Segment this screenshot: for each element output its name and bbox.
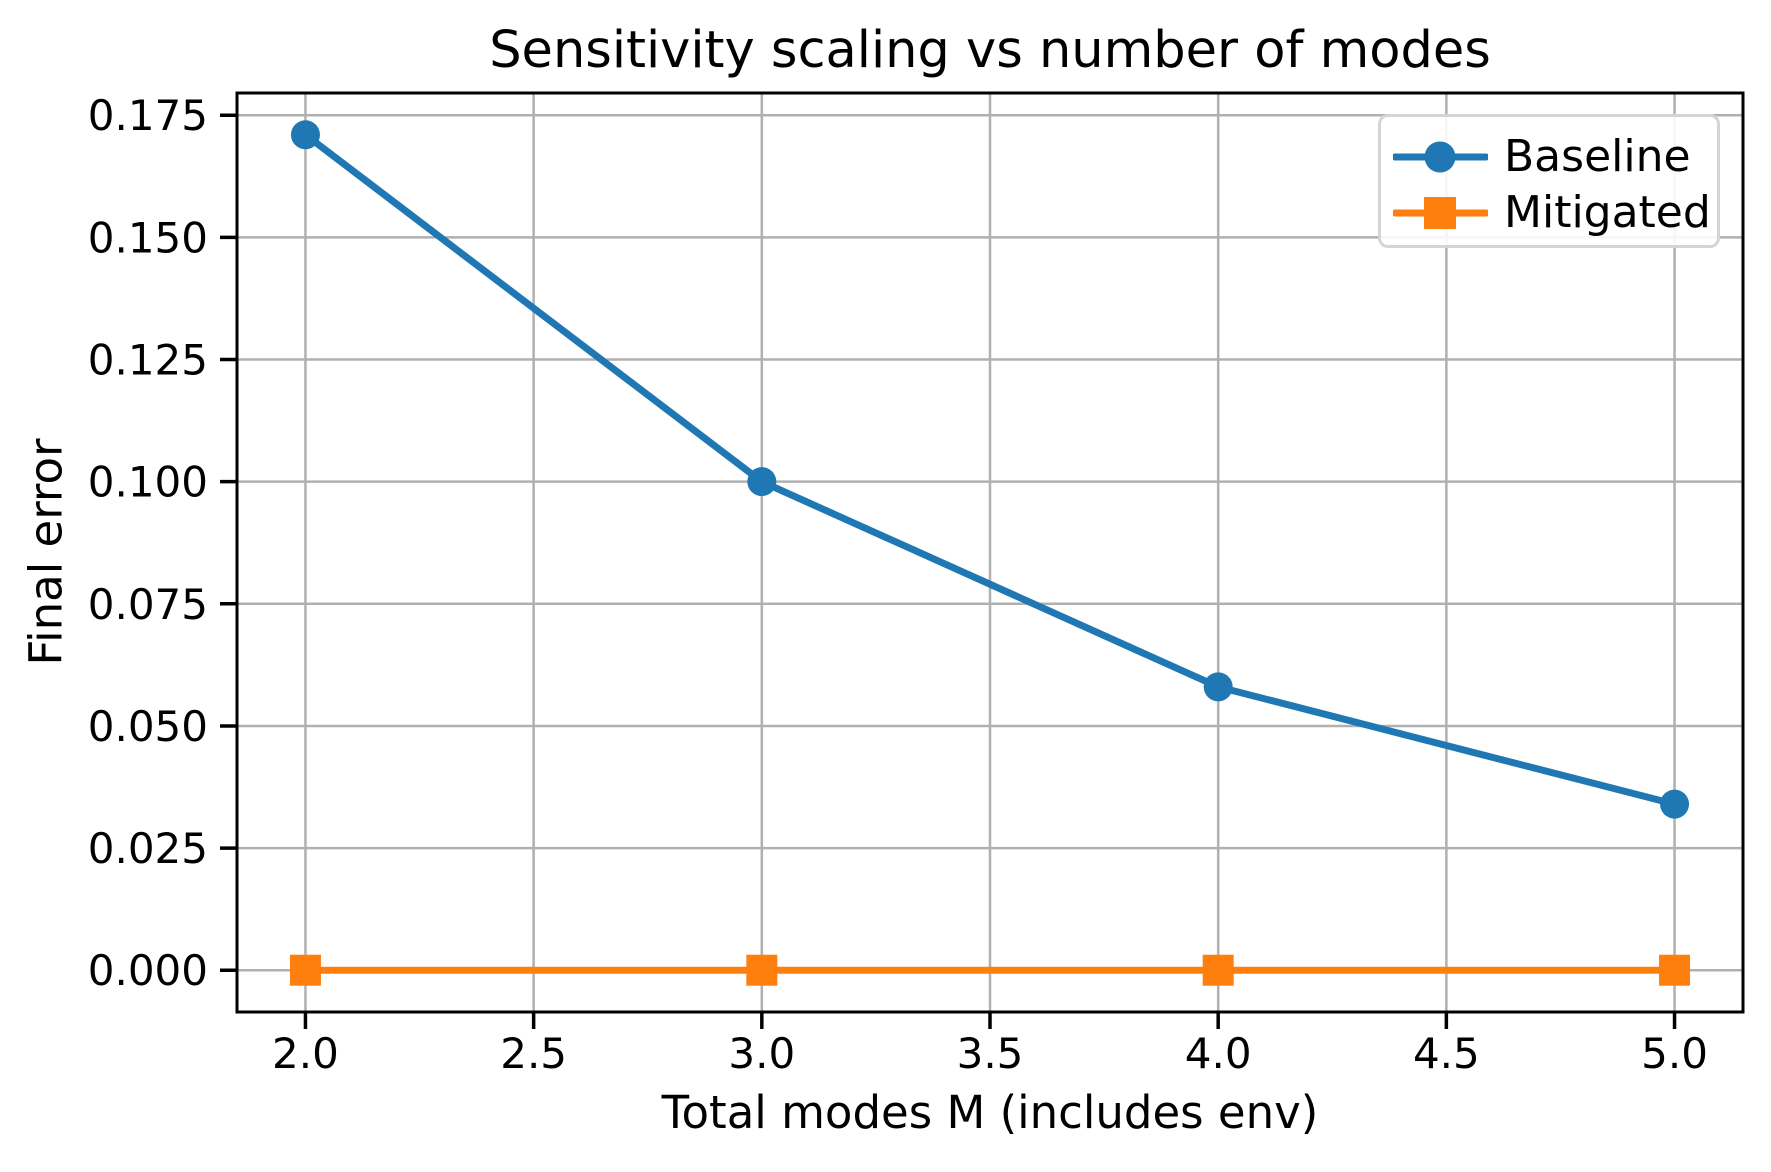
legend-label-baseline: Baseline — [1504, 131, 1691, 182]
baseline-line — [301, 131, 1679, 808]
legend: Baseline Mitigated — [1378, 114, 1720, 248]
baseline-marker — [1660, 789, 1690, 819]
x-tick-label: 2.5 — [500, 1029, 567, 1078]
y-axis-label: Final error — [19, 438, 73, 666]
y-tick-label: 0.000 — [88, 946, 208, 995]
baseline-marker — [747, 467, 777, 497]
mitigated-marker — [289, 954, 321, 986]
mitigated-marker — [746, 954, 778, 986]
y-tick-label: 0.050 — [88, 702, 208, 751]
x-tick-label: 3.0 — [728, 1029, 795, 1078]
legend-row-baseline: Baseline — [1393, 129, 1717, 185]
legend-sample-marker — [1424, 141, 1456, 173]
y-tick-label: 0.125 — [88, 336, 208, 385]
x-axis-label: Total modes M (includes env) — [661, 1086, 1319, 1139]
chart-title: Sensitivity scaling vs number of modes — [489, 21, 1491, 80]
x-tick-label: 2.0 — [272, 1029, 339, 1078]
x-tick-label: 4.5 — [1413, 1029, 1480, 1078]
legend-row-mitigated: Mitigated — [1393, 185, 1717, 241]
mitigated-marker — [1202, 954, 1234, 986]
baseline-marker — [290, 120, 320, 150]
y-tick-label: 0.150 — [88, 213, 208, 262]
y-tick-label: 0.100 — [88, 458, 208, 507]
y-tick-label: 0.175 — [88, 91, 208, 140]
x-tick-label: 4.0 — [1185, 1029, 1252, 1078]
legend-label-mitigated: Mitigated — [1504, 187, 1711, 238]
mitigated-line-marker-icon — [1393, 197, 1488, 229]
mitigated-marker — [1659, 954, 1691, 986]
x-tick-label: 3.5 — [957, 1029, 1024, 1078]
baseline-line-marker-icon — [1393, 141, 1488, 173]
x-tick-label: 5.0 — [1641, 1029, 1708, 1078]
y-tick-label: 0.025 — [88, 824, 208, 873]
plot-frame — [235, 91, 1745, 1014]
y-tick-label: 0.075 — [88, 580, 208, 629]
legend-sample-marker — [1424, 197, 1456, 229]
baseline-marker — [1203, 672, 1233, 702]
